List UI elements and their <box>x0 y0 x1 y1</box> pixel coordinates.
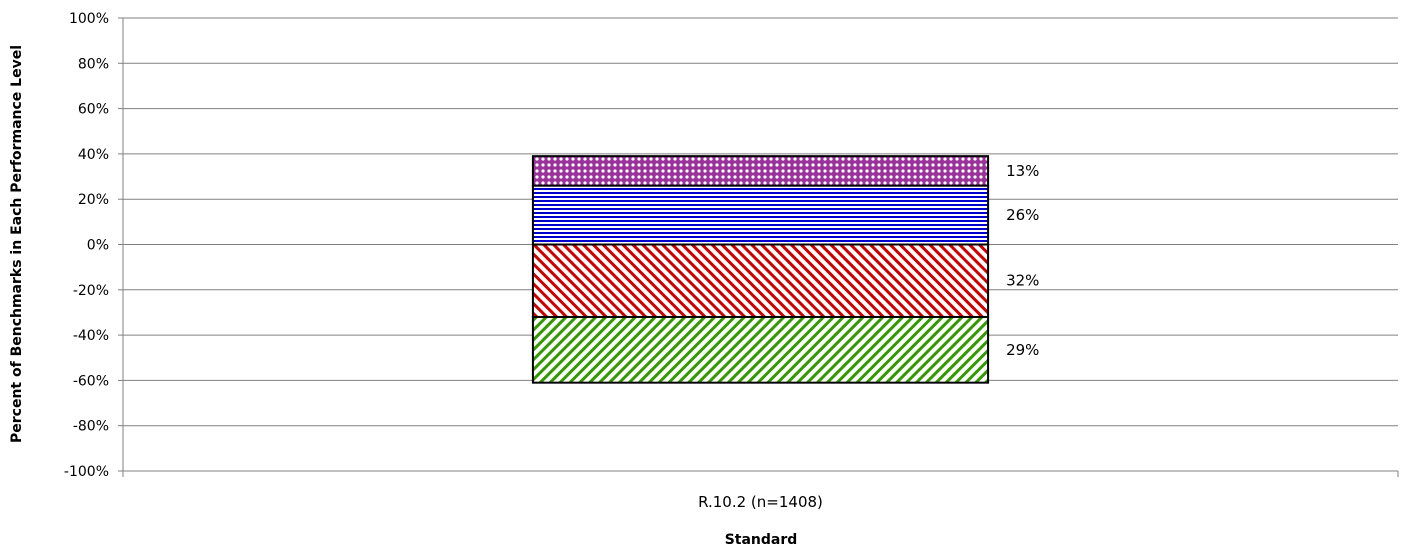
y-axis-title: Percent of Benchmarks in Each Performanc… <box>9 45 25 443</box>
y-tick-label: -60% <box>73 373 109 389</box>
data-labels: 32% 29% 26% 13% <box>1006 162 1039 359</box>
x-axis-title: Standard <box>725 532 798 548</box>
category-label: R.10.2 (n=1408) <box>698 493 823 511</box>
y-tick-label: -20% <box>73 283 109 299</box>
y-tick-label: 100% <box>69 11 109 27</box>
bar-segment <box>531 155 990 187</box>
y-tick-label: 60% <box>78 102 109 118</box>
y-tick-label: 0% <box>87 238 109 254</box>
bar-segment <box>531 184 990 246</box>
y-tick-label: 80% <box>78 56 109 72</box>
data-label: 32% <box>1006 272 1039 290</box>
y-tick-label: 20% <box>78 192 109 208</box>
y-tick-label: -80% <box>73 419 109 435</box>
y-tick-label: -100% <box>64 464 109 480</box>
data-label: 26% <box>1006 206 1039 224</box>
bar-segment <box>531 315 990 384</box>
axes: -100% -80% -60% -40% -20% 0% 20% 40% 60% 80% 100% R… <box>64 11 1399 511</box>
y-tick-label: -40% <box>73 328 109 344</box>
bar-segment <box>531 243 990 318</box>
bars <box>531 155 990 384</box>
data-label: 29% <box>1006 341 1039 359</box>
data-label: 13% <box>1006 162 1039 180</box>
y-tick-label: 40% <box>78 147 109 163</box>
